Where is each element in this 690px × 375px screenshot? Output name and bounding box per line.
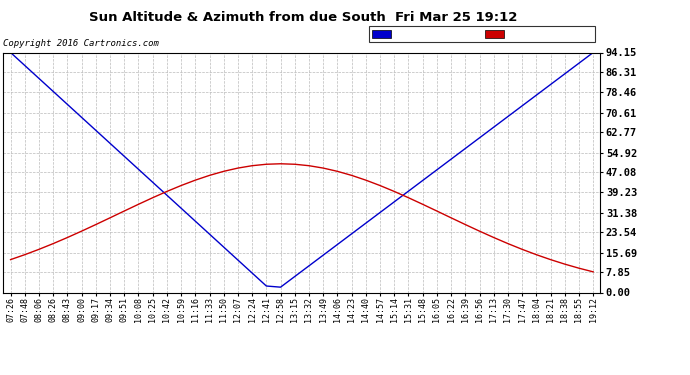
Text: Sun Altitude & Azimuth from due South  Fri Mar 25 19:12: Sun Altitude & Azimuth from due South Fr… xyxy=(90,11,518,24)
Text: Copyright 2016 Cartronics.com: Copyright 2016 Cartronics.com xyxy=(3,39,159,48)
Legend: Azimuth (Angle °), Altitude (Angle °): Azimuth (Angle °), Altitude (Angle °) xyxy=(368,26,595,42)
